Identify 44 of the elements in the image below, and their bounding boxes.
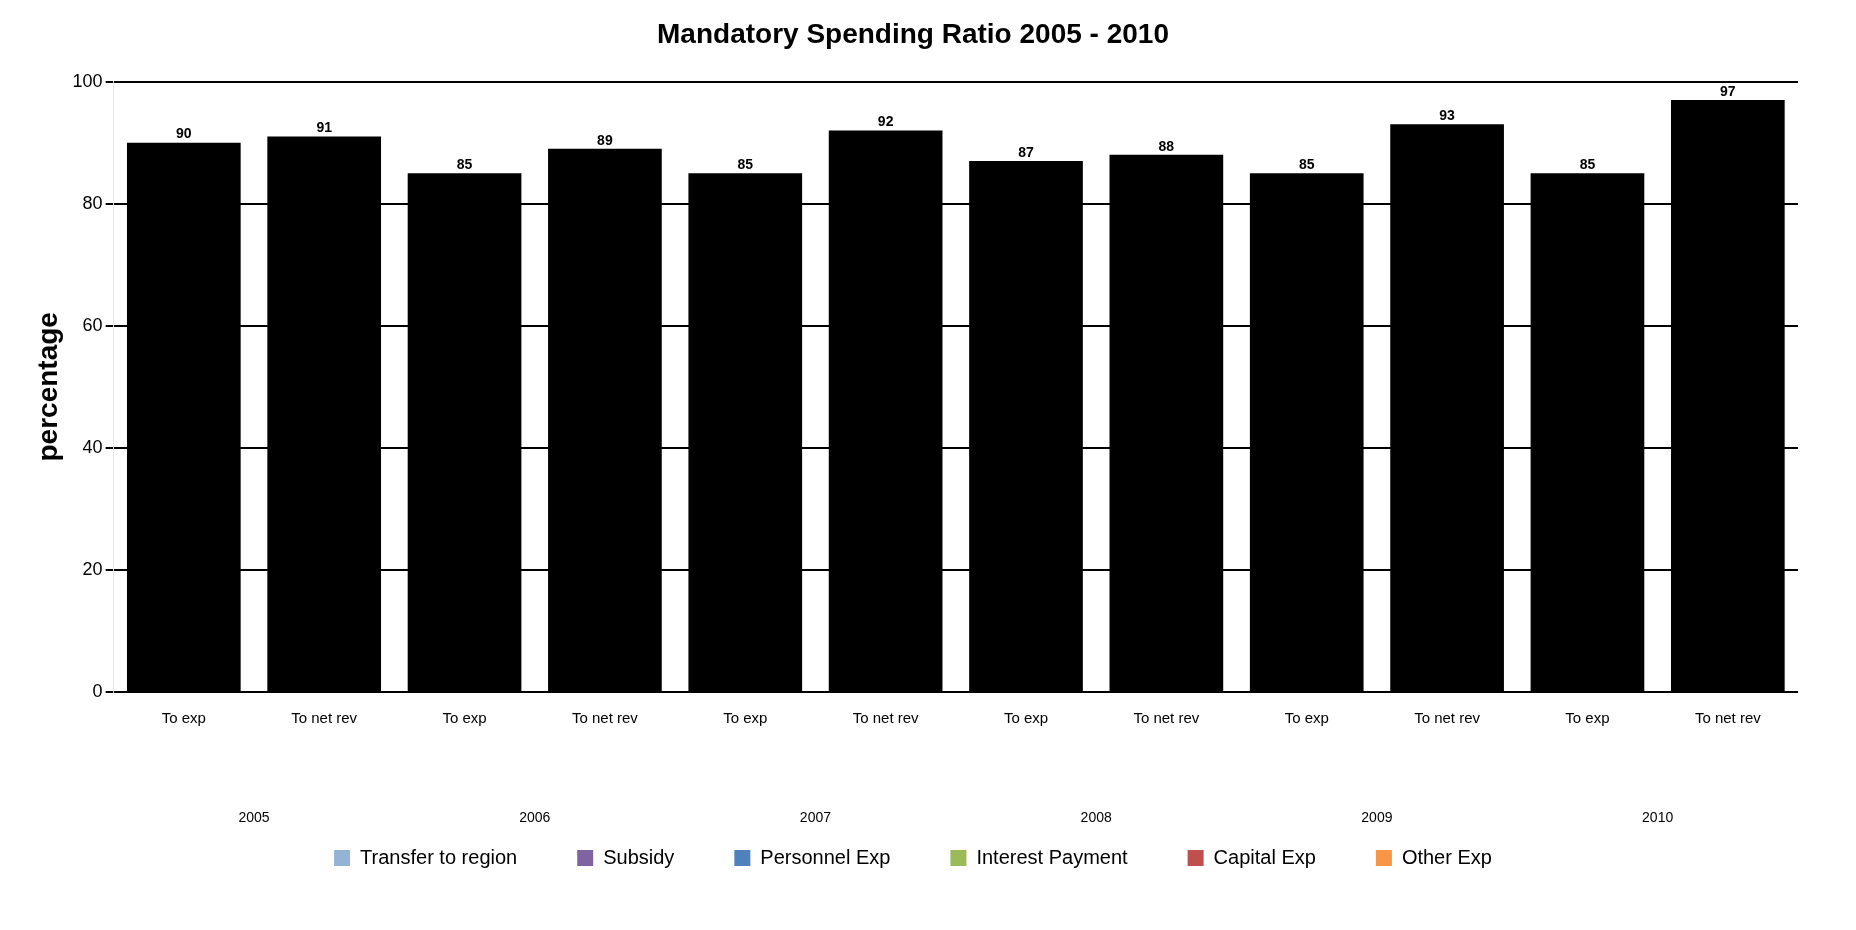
legend-label: Transfer to region <box>360 845 518 868</box>
x-tick-label: To exp <box>442 709 487 727</box>
y-tick-label: 0 <box>92 680 103 701</box>
text: 2007 <box>799 808 832 825</box>
data-label: 85 <box>456 156 473 173</box>
data-label: 89 <box>597 131 613 148</box>
data-label: 87 <box>1018 143 1034 160</box>
data-label: 88 <box>1158 137 1175 154</box>
x-tick-label: To net rev <box>571 709 639 727</box>
y-tick-label: 80 <box>82 192 103 213</box>
data-label: 91 <box>316 119 333 136</box>
legend-label: Personnel Exp <box>760 845 891 868</box>
y-tick-label: 100 <box>72 70 103 91</box>
y-tick-label: 40 <box>82 436 103 457</box>
data-label: 97 <box>1720 82 1736 99</box>
legend-label: Subsidy <box>603 845 675 868</box>
text: 2009 <box>1361 808 1393 825</box>
text: 2008 <box>1080 808 1112 825</box>
chart-title: Mandatory Spending Ratio 2005 - 2010 <box>657 17 1169 49</box>
x-tick-label: To exp <box>1565 709 1610 727</box>
x-tick-label: To net rev <box>291 709 358 727</box>
data-label: 85 <box>1579 156 1596 173</box>
data-label: 85 <box>1298 156 1315 173</box>
y-tick-label: 20 <box>82 558 103 579</box>
x-tick-label: To exp <box>1003 709 1049 727</box>
x-tick-label: To net rev <box>1694 709 1762 727</box>
x-tick-label: To net rev <box>1133 709 1200 727</box>
text: 2005 <box>238 808 270 825</box>
data-label: 93 <box>1439 107 1456 124</box>
legend-label: Capital Exp <box>1213 845 1316 868</box>
y-tick-label: 60 <box>82 314 103 335</box>
text: 2006 <box>519 808 551 825</box>
legend-label: Interest Payment <box>976 845 1129 868</box>
x-tick-label: To net rev <box>852 709 920 727</box>
data-label: 90 <box>176 125 192 142</box>
legend-label: Other Exp <box>1401 845 1492 868</box>
data-label: 85 <box>737 156 754 173</box>
x-tick-label: To exp <box>161 709 206 727</box>
x-tick-label: To exp <box>1284 709 1329 727</box>
data-label: 92 <box>877 113 894 130</box>
text: 2010 <box>1642 808 1674 825</box>
y-axis-title: percentage <box>31 312 63 462</box>
x-tick-label: To exp <box>723 709 768 727</box>
x-tick-label: To net rev <box>1414 709 1481 727</box>
